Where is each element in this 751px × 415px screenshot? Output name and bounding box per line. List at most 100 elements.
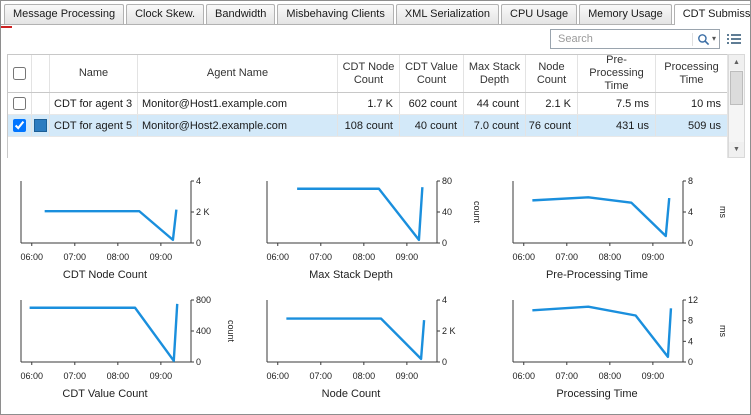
svg-text:ms: ms [718, 206, 728, 218]
cell-cdt-value-count: 602 count [400, 93, 464, 114]
row-checkbox[interactable] [13, 97, 26, 110]
svg-text:06:00: 06:00 [266, 371, 289, 381]
scroll-thumb[interactable] [730, 71, 743, 105]
header-swatch-cell [32, 55, 50, 92]
column-header-name[interactable]: Name [50, 55, 138, 92]
cell-agent-name: Monitor@Host1.example.com [138, 93, 338, 114]
tab-cpu-usage[interactable]: CPU Usage [501, 4, 578, 24]
svg-text:80: 80 [442, 176, 452, 186]
scroll-track[interactable] [729, 70, 744, 142]
svg-text:400: 400 [196, 326, 211, 336]
svg-text:4: 4 [196, 176, 201, 186]
svg-text:08:00: 08:00 [353, 252, 376, 262]
svg-text:07:00: 07:00 [310, 371, 333, 381]
tab-xml-serialization[interactable]: XML Serialization [395, 4, 500, 24]
column-header-cdt-value-count[interactable]: CDT Value Count [400, 55, 464, 92]
search-button[interactable]: ▾ [691, 32, 716, 46]
tab-memory-usage[interactable]: Memory Usage [579, 4, 672, 24]
chart-max-stack-depth: 0 40 80 06:00 07:00 08:00 09:00 count Max Stack… [257, 176, 497, 281]
column-header-agent-name[interactable]: Agent Name [138, 55, 338, 92]
table-row-selected[interactable]: CDT for agent 5 Monitor@Host2.example.co… [8, 115, 727, 137]
svg-text:2 K: 2 K [196, 207, 210, 217]
svg-text:4: 4 [688, 207, 693, 217]
chart-processing-time: 0 4 8 12 06:00 07:00 08:00 09:00 ms Processing T… [503, 295, 743, 400]
svg-text:09:00: 09:00 [642, 371, 665, 381]
cell-agent-name: Monitor@Host2.example.com [138, 115, 338, 136]
chart-title: CDT Value Count [62, 388, 148, 400]
chart-node-count: 0 2 K 4 06:00 07:00 08:00 09:00 Node Count [257, 295, 497, 400]
svg-text:4: 4 [442, 295, 447, 305]
tab-cdt-submission[interactable]: CDT Submission [673, 4, 750, 25]
svg-text:4: 4 [688, 336, 693, 346]
table-row[interactable]: CDT for agent 3 Monitor@Host1.example.co… [8, 93, 727, 115]
chart-plot: 0 4 8 12 06:00 07:00 08:00 09:00 ms [512, 295, 728, 381]
tab-bar: Message Processing Clock Skew. Bandwidth… [1, 1, 750, 25]
select-all-checkbox[interactable] [13, 67, 26, 80]
column-chooser-icon[interactable] [727, 33, 741, 45]
svg-text:08:00: 08:00 [107, 371, 130, 381]
cell-node-count: 76 count [526, 115, 578, 136]
svg-text:0: 0 [688, 238, 693, 248]
chart-cdt-node-count: 0 2 K 4 06:00 07:00 08:00 09:00 CDT Node Count [11, 176, 251, 281]
search-input[interactable] [556, 32, 692, 46]
column-header-max-stack-depth[interactable]: Max Stack Depth [464, 55, 526, 92]
cell-name: CDT for agent 5 [50, 115, 138, 136]
column-header-node-count[interactable]: Node Count [526, 55, 578, 92]
svg-text:09:00: 09:00 [642, 252, 665, 262]
grid-body: Name Agent Name CDT Node Count CDT Value… [7, 54, 728, 158]
header-checkbox-cell [8, 55, 32, 92]
cell-processing-time: 509 us [687, 119, 721, 132]
svg-text:2 K: 2 K [442, 326, 456, 336]
chart-row: 0 2 K 4 06:00 07:00 08:00 09:00 CDT Node Count… [11, 176, 750, 281]
cell-cdt-node-count: 1.7 K [338, 93, 400, 114]
svg-text:8: 8 [688, 176, 693, 186]
cell-node-count: 2.1 K [526, 93, 578, 114]
chart-row: 0 400 800 06:00 07:00 08:00 09:00 count CDT Val… [11, 295, 750, 400]
column-header-processing-time[interactable]: Processing Time [664, 60, 719, 86]
chart-plot: 0 40 80 06:00 07:00 08:00 09:00 count [266, 176, 482, 262]
svg-text:09:00: 09:00 [150, 371, 173, 381]
grid-header-row: Name Agent Name CDT Node Count CDT Value… [8, 55, 727, 93]
chart-cdt-value-count: 0 400 800 06:00 07:00 08:00 09:00 count CDT Val… [11, 295, 251, 400]
cell-pre-processing-time: 7.5 ms [578, 93, 656, 114]
vertical-scrollbar[interactable]: ▲ ▼ [728, 54, 745, 158]
svg-text:06:00: 06:00 [266, 252, 289, 262]
svg-text:09:00: 09:00 [150, 252, 173, 262]
chart-plot: 0 2 K 4 06:00 07:00 08:00 09:00 [20, 176, 210, 262]
tab-message-processing[interactable]: Message Processing [4, 4, 125, 24]
row-checkbox[interactable] [13, 119, 26, 132]
cell-pre-processing-time: 431 us [578, 115, 656, 136]
svg-text:ms: ms [718, 325, 728, 337]
tab-bandwidth[interactable]: Bandwidth [206, 4, 276, 24]
svg-text:07:00: 07:00 [64, 252, 87, 262]
series-color-swatch [34, 119, 47, 132]
red-indicator [1, 26, 12, 28]
scroll-down-button[interactable]: ▼ [729, 142, 744, 157]
chart-title: CDT Node Count [62, 269, 148, 281]
charts-panel: 0 2 K 4 06:00 07:00 08:00 09:00 CDT Node Count… [1, 158, 750, 400]
svg-text:07:00: 07:00 [556, 252, 579, 262]
chart-plot: 0 2 K 4 06:00 07:00 08:00 09:00 [266, 295, 456, 381]
search-options-caret-icon: ▾ [711, 34, 716, 43]
svg-text:07:00: 07:00 [556, 371, 579, 381]
svg-text:06:00: 06:00 [512, 252, 535, 262]
cell-max-stack-depth: 44 count [464, 93, 526, 114]
column-header-cdt-node-count[interactable]: CDT Node Count [338, 55, 400, 92]
svg-text:08:00: 08:00 [353, 371, 376, 381]
chart-plot: 0 4 8 06:00 07:00 08:00 09:00 ms [512, 176, 728, 262]
chart-plot: 0 400 800 06:00 07:00 08:00 09:00 count [20, 295, 236, 381]
svg-text:0: 0 [442, 238, 447, 248]
tab-misbehaving-clients[interactable]: Misbehaving Clients [277, 4, 394, 24]
svg-text:count: count [472, 201, 482, 224]
search-icon [698, 33, 710, 45]
row-checkbox-cell [8, 115, 32, 136]
scroll-up-button[interactable]: ▲ [729, 55, 744, 70]
tab-clock-skew[interactable]: Clock Skew. [126, 4, 205, 24]
row-checkbox-cell [8, 93, 32, 114]
svg-text:09:00: 09:00 [396, 252, 419, 262]
column-header-pre-processing-time[interactable]: Pre-Processing Time [578, 55, 656, 92]
chart-title: Node Count [321, 388, 381, 400]
search-box[interactable]: ▾ [550, 29, 720, 49]
svg-text:06:00: 06:00 [20, 252, 43, 262]
